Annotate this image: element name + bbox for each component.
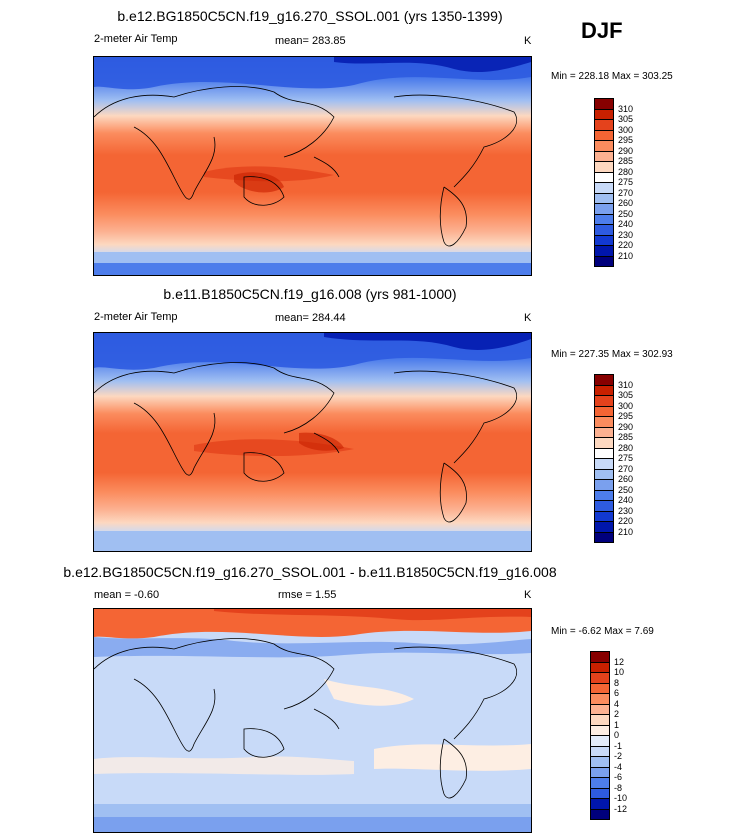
colorbar-tick-label: 0 xyxy=(614,730,620,740)
colorbar-tick-label: 260 xyxy=(618,474,634,484)
panel-3-map xyxy=(93,608,532,833)
colorbar-tick-label: 305 xyxy=(618,114,634,124)
colorbar-tick-label: 275 xyxy=(618,177,634,187)
colorbar-tick-label: 270 xyxy=(618,187,634,198)
colorbar-tick-label: 210 xyxy=(618,526,634,537)
colorbar-tick-label: 2 xyxy=(614,709,620,719)
colorbar-tick-label: 310 xyxy=(618,379,634,390)
colorbar-tick-label: 210 xyxy=(618,250,634,261)
colorbar-tick-label: 280 xyxy=(618,442,634,453)
panel-2-map xyxy=(93,332,532,552)
colorbar-tick-label: 220 xyxy=(618,516,634,526)
panel-2-mean-label: mean= 284.44 xyxy=(275,312,346,324)
colorbar-tick-label: -6 xyxy=(614,772,623,782)
colorbar-tick-label: 290 xyxy=(618,145,634,156)
panel-3-mean-label: mean = -0.60 xyxy=(94,589,160,601)
colorbar-tick-label: 305 xyxy=(618,390,634,400)
colorbar-tick-label: -1 xyxy=(614,740,623,751)
colorbar-tick-label: -2 xyxy=(614,751,623,761)
colorbar-tick-label: 250 xyxy=(618,484,634,495)
colorbar-tick-label: 250 xyxy=(618,208,634,219)
panel-3-rmse-label: rmse = 1.55 xyxy=(278,589,337,601)
panel-1-title: b.e12.BG1850C5CN.f19_g16.270_SSOL.001 (y… xyxy=(117,8,503,24)
colorbar-tick-label: 1 xyxy=(614,719,620,730)
colorbar-tick-label: 230 xyxy=(618,229,634,240)
colorbar-tick-label: 300 xyxy=(618,124,634,135)
colorbar-tick-label: 310 xyxy=(618,103,634,114)
colorbar-tick-label: 295 xyxy=(618,135,634,145)
colorbar-tick-label: 8 xyxy=(614,677,620,688)
panel-1-min-max: Min = 228.18 Max = 303.25 xyxy=(551,71,673,82)
panel-1-units: K xyxy=(524,35,532,47)
colorbar-tick-label: 6 xyxy=(614,688,620,698)
colorbar-swatch xyxy=(594,531,614,543)
colorbar-tick-label: 4 xyxy=(614,698,620,709)
colorbar-tick-label: -12 xyxy=(614,803,628,814)
colorbar-swatch xyxy=(594,255,614,267)
panel-1-variable-label: 2-meter Air Temp xyxy=(94,33,178,45)
colorbar-tick-label: 12 xyxy=(614,656,625,667)
colorbar-tick-label: 10 xyxy=(614,667,625,677)
panel-3-min-max: Min = -6.62 Max = 7.69 xyxy=(551,626,654,637)
colorbar-tick-label: 275 xyxy=(618,453,634,463)
season-label: DJF xyxy=(581,18,623,43)
colorbar-tick-label: 285 xyxy=(618,156,634,166)
colorbar-tick-label: 220 xyxy=(618,240,634,250)
panel-2-min-max: Min = 227.35 Max = 302.93 xyxy=(551,349,673,360)
colorbar-tick-label: 240 xyxy=(618,219,634,229)
colorbar-tick-label: 285 xyxy=(618,432,634,442)
panel-1-mean-label: mean= 283.85 xyxy=(275,35,346,47)
panel-1-map xyxy=(93,56,532,276)
colorbar-tick-label: 300 xyxy=(618,400,634,411)
colorbar-tick-label: 230 xyxy=(618,505,634,516)
colorbar-tick-label: -8 xyxy=(614,782,623,793)
panel-3-title: b.e12.BG1850C5CN.f19_g16.270_SSOL.001 - … xyxy=(63,564,557,580)
colorbar-tick-label: -4 xyxy=(614,761,623,772)
colorbar-swatch xyxy=(590,808,610,820)
panel-3-units: K xyxy=(524,589,532,601)
colorbar-tick-label: -10 xyxy=(614,793,628,803)
panel-2-units: K xyxy=(524,312,532,324)
colorbar-tick-label: 295 xyxy=(618,411,634,421)
colorbar-tick-label: 270 xyxy=(618,463,634,474)
panel-2-title: b.e11.B1850C5CN.f19_g16.008 (yrs 981-100… xyxy=(163,286,457,302)
colorbar-tick-label: 260 xyxy=(618,198,634,208)
panel-2-variable-label: 2-meter Air Temp xyxy=(94,311,178,323)
colorbar-tick-label: 240 xyxy=(618,495,634,505)
colorbar-tick-label: 290 xyxy=(618,421,634,432)
colorbar-tick-label: 280 xyxy=(618,166,634,177)
